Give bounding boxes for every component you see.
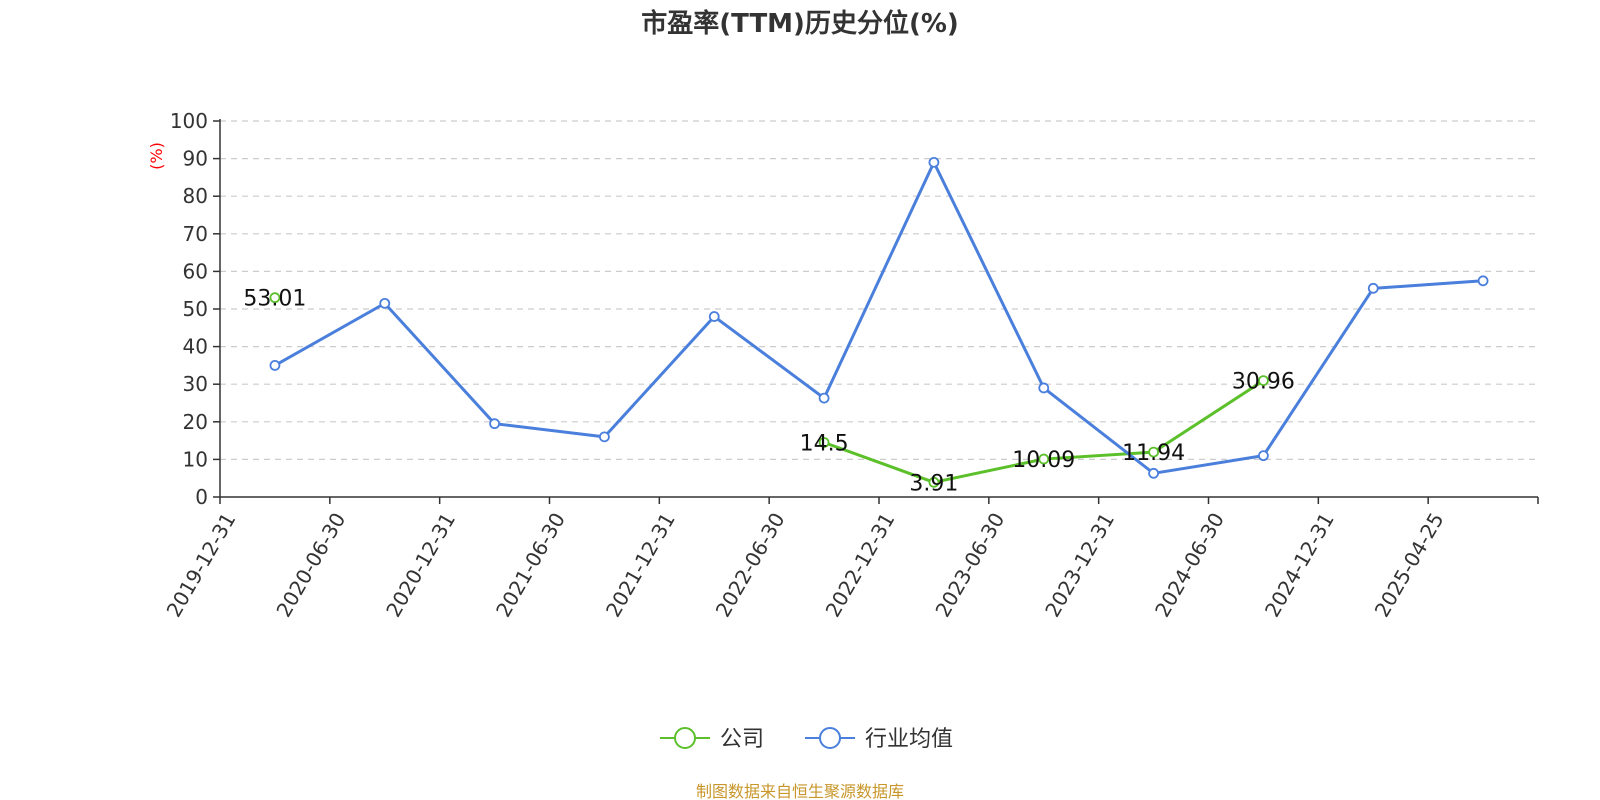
- x-tick-label: 2023-06-30: [930, 508, 1009, 621]
- chart-title: 市盈率(TTM)历史分位(%): [641, 8, 959, 39]
- data-point: [1367, 282, 1379, 294]
- data-point: [269, 359, 281, 371]
- x-tick-label: 2022-12-31: [821, 509, 900, 622]
- y-tick-label: 10: [183, 447, 208, 471]
- data-point: [1038, 382, 1050, 394]
- data-label: 14.5: [800, 431, 849, 456]
- legend-marker: [674, 727, 696, 749]
- legend-label: 公司: [720, 727, 764, 752]
- x-tick-label: 2019-12-31: [162, 509, 241, 622]
- data-point: [379, 297, 391, 309]
- data-label: 11.94: [1122, 441, 1185, 466]
- data-point: [928, 476, 940, 488]
- x-tick-label: 2020-12-31: [381, 508, 460, 621]
- data-point: [1148, 467, 1159, 479]
- data-point: [489, 418, 500, 430]
- series: [269, 156, 1489, 488]
- y-tick-label: 40: [183, 335, 208, 359]
- data-label: 30.96: [1232, 370, 1295, 395]
- data-point: [1258, 375, 1269, 386]
- data-point: [928, 156, 940, 168]
- x-tick-label: 2022-06-30: [711, 509, 790, 622]
- x-tick-label: 2024-06-30: [1150, 509, 1229, 622]
- legend[interactable]: 公司 行业均值: [660, 727, 953, 752]
- series-line-1: [274, 160, 1484, 475]
- data-point: [818, 437, 830, 448]
- y-tick-label: 30: [183, 372, 208, 396]
- y-tick-label: 100: [170, 109, 208, 133]
- axes: 0 10 20 30 40 50 60 70 80 90 100 2019-12-31 2020-06-…: [162, 109, 1539, 622]
- y-tick-label: 0: [195, 485, 208, 509]
- x-tick-label: 2020-06-30: [271, 509, 350, 622]
- x-tick-label: 2023-12-31: [1040, 509, 1119, 622]
- x-tick-label: 2024-12-31: [1260, 509, 1339, 622]
- grid-lines: [220, 120, 1538, 460]
- y-tick-label: 90: [183, 147, 208, 171]
- x-tick-label: 2021-06-30: [491, 509, 570, 622]
- y-axis-label: (%): [147, 142, 166, 170]
- y-tick-label: 20: [183, 410, 208, 434]
- data-labels: 53.01 14.5 3.91 10.09 11.94 30.96: [243, 287, 1294, 497]
- y-tick-label: 60: [183, 259, 208, 283]
- data-point: [269, 292, 281, 304]
- legend-marker: [819, 727, 841, 749]
- data-point: [1258, 450, 1269, 462]
- data-point: [818, 392, 830, 404]
- data-label: 10.09: [1012, 448, 1075, 473]
- legend-item-1[interactable]: 行业均值: [805, 727, 953, 752]
- y-tick-label: 50: [183, 297, 208, 321]
- data-label: 3.91: [909, 471, 958, 496]
- y-tick-label: 80: [183, 184, 208, 208]
- source-note: 制图数据来自恒生聚源数据库: [696, 782, 904, 800]
- x-tick-label: 2021-12-31: [601, 509, 680, 622]
- legend-item-0[interactable]: 公司: [660, 727, 764, 752]
- y-tick-label: 70: [183, 222, 208, 246]
- x-tick-label: 2025-04-25: [1370, 509, 1449, 622]
- legend-label: 行业均值: [865, 727, 953, 752]
- data-point: [1148, 446, 1159, 458]
- data-point: [708, 311, 720, 322]
- data-label: 53.01: [243, 287, 306, 312]
- data-point: [599, 431, 610, 443]
- data-point: [1477, 275, 1489, 287]
- data-point: [1038, 453, 1050, 465]
